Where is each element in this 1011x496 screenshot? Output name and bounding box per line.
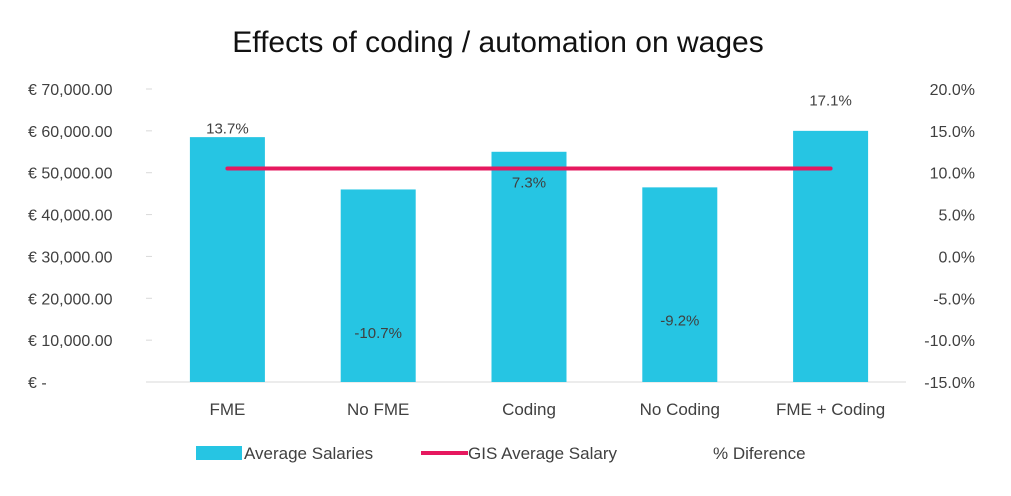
category-label: FME + Coding [776,400,885,419]
right-tick-label: -15.0% [924,375,975,392]
percent-label: 17.1% [809,92,852,109]
category-label: No Coding [640,400,720,419]
legend-label: GIS Average Salary [468,444,617,463]
right-tick-label: 0.0% [939,249,975,266]
bar-series [189,130,869,382]
right-tick-label: 20.0% [930,82,975,99]
category-label: No FME [347,400,409,419]
legend: Average Salaries GIS Average Salary % Dife… [196,444,806,463]
left-tick-label: € 30,000.00 [28,249,113,266]
right-tick-label: 10.0% [930,166,975,183]
percent-label: -9.2% [660,312,699,329]
right-tick-label: -5.0% [933,291,975,308]
left-axis: € - € 10,000.00 € 20,000.00 € 30,000.00 € 40… [28,82,152,392]
percent-label: 13.7% [206,121,249,138]
right-tick-label: -10.0% [924,333,975,350]
bar [642,187,718,382]
left-tick-label: € 40,000.00 [28,208,113,225]
percent-label: 7.3% [512,174,546,191]
bar [340,189,416,382]
category-label: FME [209,400,245,419]
left-tick-label: € 60,000.00 [28,124,113,141]
left-tick-label: € 20,000.00 [28,291,113,308]
chart-title: Effects of coding / automation on wages [232,26,763,59]
bar [793,130,869,382]
left-tick-label: € - [28,375,47,392]
bar [491,151,567,382]
percent-labels: 13.7% -10.7% 7.3% -9.2% 17.1% [206,92,852,342]
legend-label: % Diference [713,444,806,463]
left-tick-label: € 70,000.00 [28,82,113,99]
right-tick-label: 5.0% [939,208,975,225]
bar [189,137,265,382]
right-tick-label: 15.0% [930,124,975,141]
legend-label: Average Salaries [244,444,373,463]
category-label: Coding [502,400,556,419]
left-tick-label: € 50,000.00 [28,166,113,183]
right-axis: -15.0% -10.0% -5.0% 0.0% 5.0% 10.0% 15.0% 20.0% [924,82,975,392]
percent-label: -10.7% [354,325,402,342]
left-tick-label: € 10,000.00 [28,333,113,350]
category-labels: FME No FME Coding No Coding FME + Coding [209,400,885,419]
legend-swatch-bar [196,446,242,460]
